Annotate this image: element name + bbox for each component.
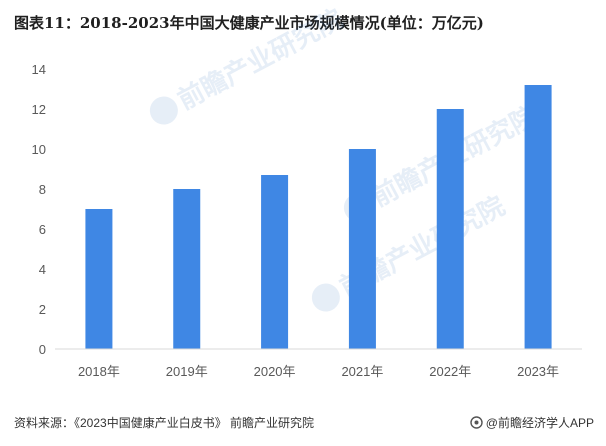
brand-credit: @前瞻经济学人APP — [470, 414, 594, 431]
bar-2020年 — [261, 175, 289, 349]
y-tick-label: 0 — [39, 342, 46, 357]
y-tick-label: 12 — [32, 102, 46, 117]
x-tick-label: 2018年 — [78, 364, 120, 379]
x-tick-label: 2022年 — [429, 364, 471, 379]
y-tick-label: 10 — [32, 142, 46, 157]
watermark: 前瞻产业研究院 前瞻产业研究院 前瞻产业研究院 — [149, 3, 542, 312]
y-axis-ticks: 0 2 4 6 8 10 12 14 — [32, 62, 46, 357]
brand-credit-text: @前瞻经济学人APP — [485, 416, 594, 430]
y-tick-label: 4 — [39, 262, 46, 277]
brand-logo-icon — [470, 416, 483, 429]
bar-2019年 — [173, 189, 201, 349]
watermark-logo-1: 前瞻产业研究院 — [149, 3, 348, 125]
y-tick-label: 6 — [39, 222, 46, 237]
bar-2018年 — [85, 209, 113, 349]
x-tick-label: 2020年 — [254, 364, 296, 379]
y-tick-label: 2 — [39, 302, 46, 317]
bar-2021年 — [348, 149, 376, 349]
x-axis-ticks: 2018年 2019年 2020年 2021年 2022年 2023年 — [78, 364, 559, 379]
bars — [85, 85, 552, 349]
x-tick-label: 2023年 — [517, 364, 559, 379]
x-tick-label: 2021年 — [341, 364, 383, 379]
x-tick-label: 2019年 — [166, 364, 208, 379]
y-tick-label: 8 — [39, 182, 46, 197]
chart-title: 图表11：2018-2023年中国大健康产业市场规模情况(单位：万亿元) — [14, 14, 484, 32]
watermark-logo-3: 前瞻产业研究院 — [311, 190, 510, 312]
bar-2023年 — [524, 85, 552, 349]
source-note: 资料来源：《2023中国健康产业白皮书》 前瞻产业研究院 — [14, 416, 315, 430]
y-tick-label: 14 — [32, 62, 46, 77]
watermark-text-1: 前瞻产业研究院 — [173, 3, 348, 116]
bar-2022年 — [436, 109, 464, 349]
